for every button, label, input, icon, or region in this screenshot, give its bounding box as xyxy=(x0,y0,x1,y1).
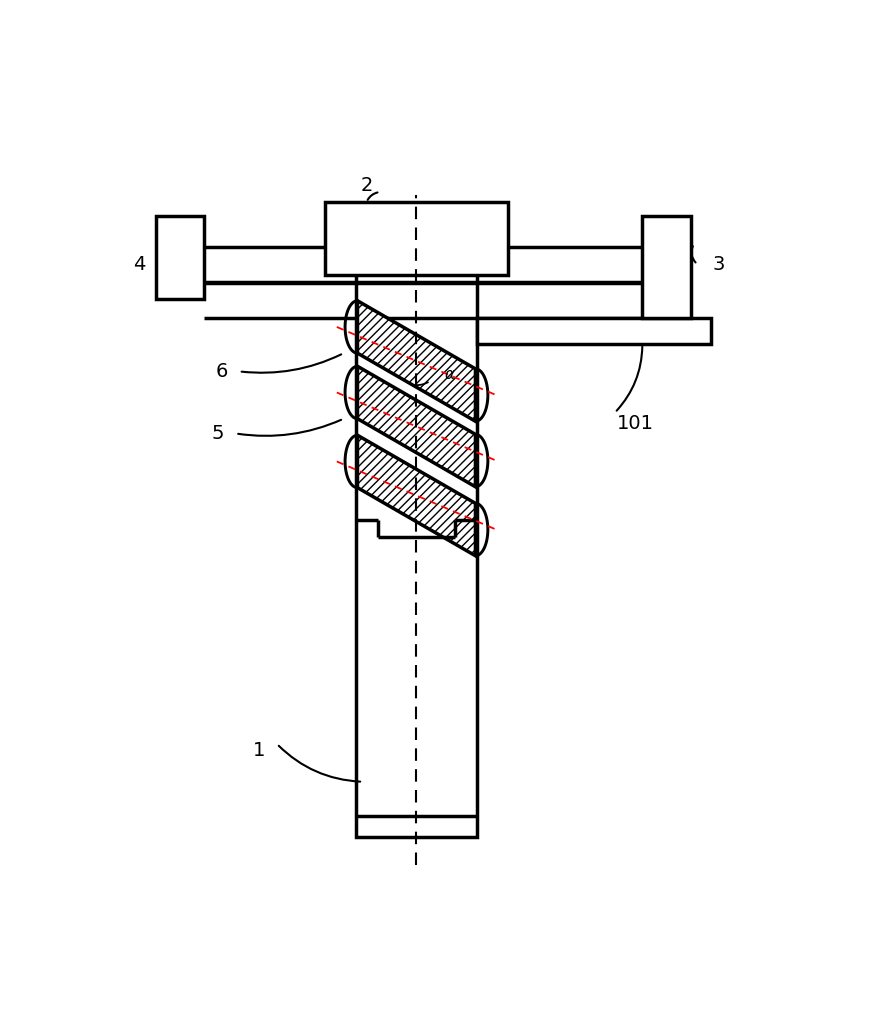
Bar xyxy=(477,318,711,344)
Text: 2: 2 xyxy=(360,176,373,194)
Text: 5: 5 xyxy=(212,424,224,442)
Bar xyxy=(325,203,508,275)
Text: 101: 101 xyxy=(617,414,654,432)
Polygon shape xyxy=(358,300,475,421)
Text: $\alpha$: $\alpha$ xyxy=(444,367,456,383)
Text: 6: 6 xyxy=(215,362,228,381)
Text: 1: 1 xyxy=(254,741,266,760)
Bar xyxy=(156,216,205,299)
Text: 3: 3 xyxy=(712,255,724,274)
Polygon shape xyxy=(358,366,475,487)
Bar xyxy=(643,216,691,318)
Text: 4: 4 xyxy=(133,255,145,274)
Polygon shape xyxy=(358,435,475,556)
Bar xyxy=(356,223,477,837)
